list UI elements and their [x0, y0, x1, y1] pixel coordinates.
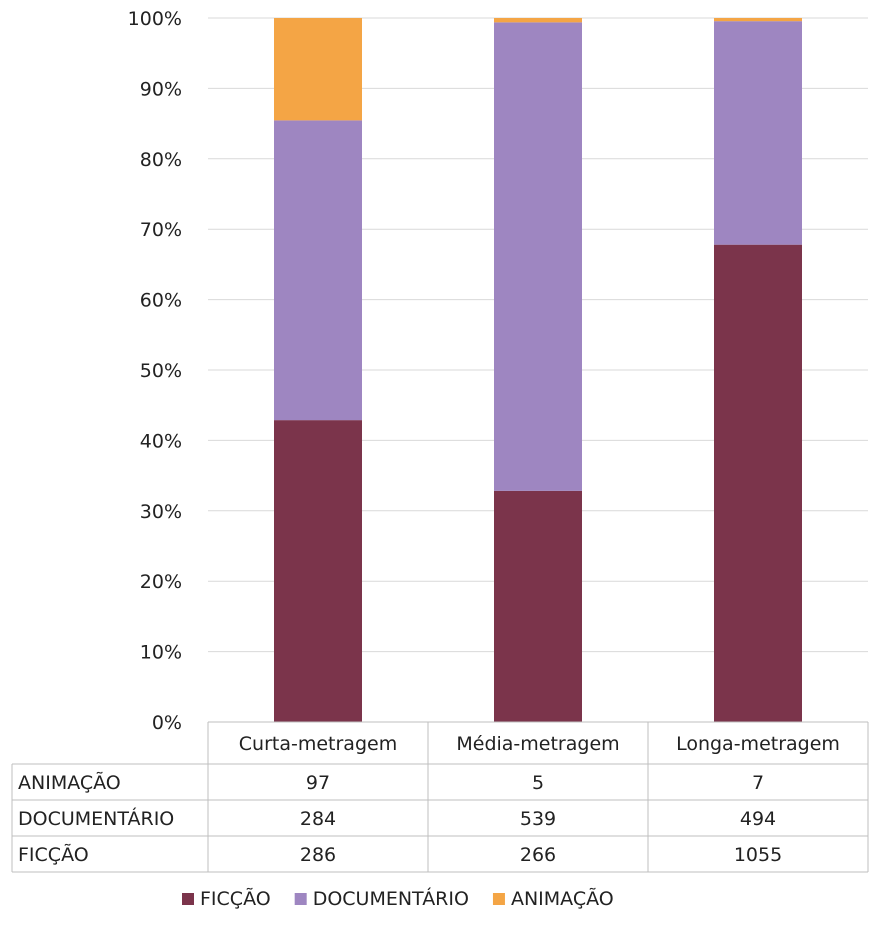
- bar-segment: [274, 120, 362, 421]
- bars: [274, 18, 802, 722]
- legend-item: ANIMAÇÃO: [492, 887, 614, 910]
- x-category-label: Longa-metragem: [676, 733, 840, 755]
- bar-segment: [494, 490, 582, 722]
- bar-segment: [714, 21, 802, 245]
- x-category-label: Curta-metragem: [239, 733, 397, 755]
- bar-segment: [494, 18, 582, 23]
- table-row-header: ANIMAÇÃO: [18, 771, 121, 794]
- table-cell-value: 539: [520, 808, 556, 830]
- table-cell-value: 1055: [734, 844, 782, 866]
- data-table: Curta-metragem Média-metragem Longa-metrag…: [11, 721, 869, 873]
- legend-swatch: [294, 893, 307, 905]
- y-tick-label: 80%: [140, 149, 182, 171]
- legend: FICÇÃO DOCUMENTÁRIO ANIMAÇÃO: [182, 887, 614, 910]
- y-tick-label: 70%: [140, 219, 182, 241]
- table-row-header: FICÇÃO: [18, 843, 89, 866]
- table-cell-value: 286: [300, 844, 336, 866]
- y-tick-label: 100%: [128, 8, 182, 30]
- bar-segment: [274, 18, 362, 121]
- y-axis-ticks: 0% 10% 20% 30% 40% 50% 60% 70% 80% 90% 100%: [128, 8, 182, 734]
- legend-item: DOCUMENTÁRIO: [294, 887, 469, 910]
- legend-swatch: [492, 893, 505, 905]
- x-category-label: Média-metragem: [456, 733, 619, 755]
- table-cell-value: 284: [300, 808, 336, 830]
- table-cell-value: 5: [532, 772, 544, 794]
- bar-segment: [714, 18, 802, 22]
- y-tick-label: 0%: [152, 712, 182, 734]
- y-tick-label: 40%: [140, 430, 182, 452]
- y-tick-label: 10%: [140, 642, 182, 664]
- table-row-header: DOCUMENTÁRIO: [18, 807, 174, 830]
- table-cell-value: 97: [306, 772, 330, 794]
- table-cell-value: 266: [520, 844, 556, 866]
- bar-segment: [494, 22, 582, 491]
- y-tick-label: 60%: [140, 290, 182, 312]
- y-tick-label: 90%: [140, 78, 182, 100]
- bar-segment: [274, 420, 362, 722]
- y-tick-label: 50%: [140, 360, 182, 382]
- legend-label: DOCUMENTÁRIO: [313, 887, 469, 910]
- legend-label: ANIMAÇÃO: [511, 887, 614, 910]
- table-cell-value: 494: [740, 808, 776, 830]
- legend-swatch: [182, 893, 194, 905]
- y-tick-label: 20%: [140, 571, 182, 593]
- y-tick-label: 30%: [140, 501, 182, 523]
- bar-segment: [714, 244, 802, 722]
- table-cell-value: 7: [752, 772, 764, 794]
- legend-label: FICÇÃO: [200, 887, 271, 910]
- legend-item: FICÇÃO: [182, 887, 271, 910]
